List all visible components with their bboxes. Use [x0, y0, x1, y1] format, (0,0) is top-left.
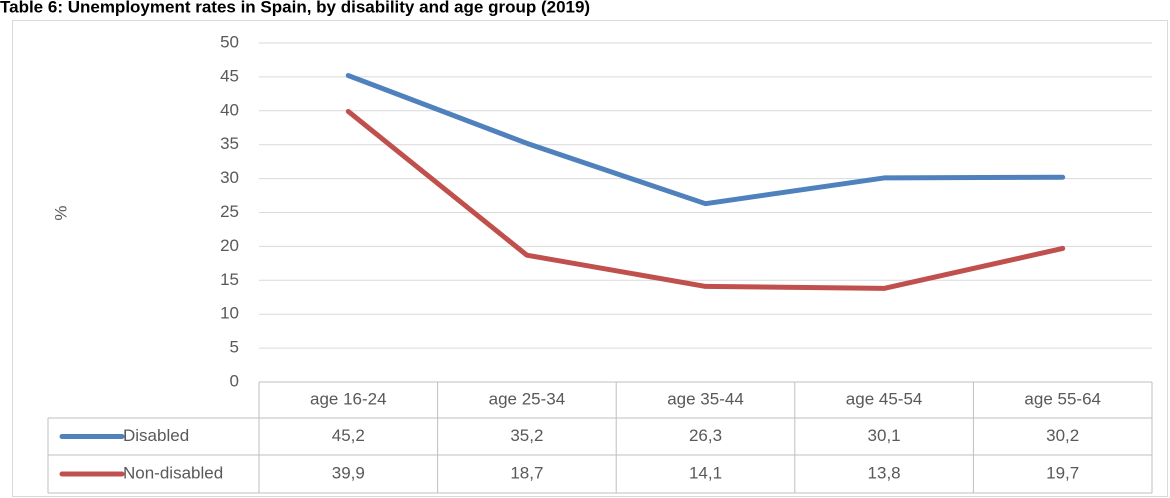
y-axis-label: %: [51, 205, 70, 220]
y-tick-label: 10: [220, 304, 239, 323]
legend-label: Non-disabled: [123, 463, 223, 482]
y-tick-label: 45: [220, 66, 239, 85]
table-value: 30,1: [868, 426, 901, 445]
chart-title: Table 6: Unemployment rates in Spain, by…: [0, 0, 590, 16]
y-tick-label: 35: [220, 134, 239, 153]
x-tick-label: age 35-44: [667, 389, 744, 408]
x-tick-label: age 25-34: [489, 389, 566, 408]
chart-border: [12, 20, 1168, 497]
x-tick-label: age 45-54: [846, 389, 923, 408]
y-tick-label: 25: [220, 202, 239, 221]
table-value: 39,9: [332, 463, 365, 482]
series-line: [345, 108, 1066, 291]
y-tick-label: 50: [220, 32, 239, 51]
series-line: [345, 73, 1066, 207]
y-tick-label: 15: [220, 270, 239, 289]
table-value: 18,7: [510, 463, 543, 482]
y-tick-label: 0: [230, 371, 239, 390]
table-value: 13,8: [868, 463, 901, 482]
table-value: 35,2: [510, 426, 543, 445]
y-tick-label: 40: [220, 100, 239, 119]
legend-label: Disabled: [123, 426, 189, 445]
x-tick-label: age 55-64: [1024, 389, 1101, 408]
y-tick-label: 5: [230, 338, 239, 357]
table-value: 19,7: [1046, 463, 1079, 482]
table-value: 14,1: [689, 463, 722, 482]
y-tick-label: 20: [220, 236, 239, 255]
x-tick-label: age 16-24: [310, 389, 387, 408]
y-tick-label: 30: [220, 168, 239, 187]
table-value: 45,2: [332, 426, 365, 445]
table-value: 26,3: [689, 426, 722, 445]
table-value: 30,2: [1046, 426, 1079, 445]
